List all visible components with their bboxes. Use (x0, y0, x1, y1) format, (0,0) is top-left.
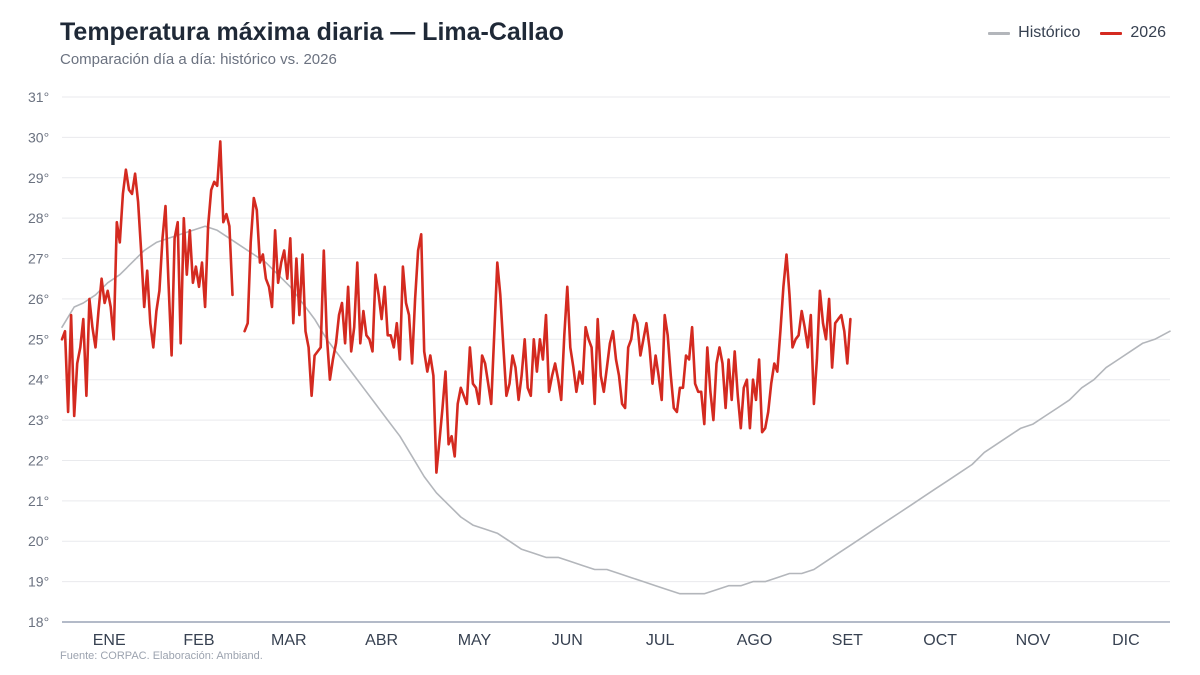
y-tick-label: 18° (28, 614, 49, 630)
series-line-historico (61, 225, 1171, 595)
legend-swatch-2026 (1100, 31, 1123, 35)
x-tick-label: OCT (923, 632, 957, 649)
x-tick-label: ENE (93, 632, 126, 649)
x-tick-label: JUL (646, 632, 675, 649)
x-tick-label: AGO (737, 632, 773, 649)
legend-item-historico[interactable]: Histórico (988, 24, 1080, 42)
legend-item-2026[interactable]: 2026 (1100, 24, 1166, 42)
source-note: Fuente: CORPAC. Elaboración: Ambiand. (60, 650, 263, 662)
y-tick-label: 22° (28, 452, 49, 468)
y-tick-label: 31° (28, 89, 49, 105)
x-tick-label: DIC (1112, 632, 1140, 649)
x-tick-label: ABR (365, 632, 398, 649)
y-tick-label: 20° (28, 533, 49, 549)
x-tick-label: MAY (458, 632, 492, 649)
legend-swatch-historico (988, 31, 1011, 35)
y-tick-label: 27° (28, 251, 49, 267)
x-tick-label: SET (832, 632, 863, 649)
legend-label-historico: Histórico (1018, 24, 1081, 41)
chart-title: Temperatura máxima diaria — Lima-Callao (60, 18, 564, 46)
x-tick-label: FEB (183, 632, 214, 649)
chart-subtitle: Comparación día a día: histórico vs. 202… (60, 51, 337, 68)
y-tick-label: 19° (28, 574, 49, 590)
legend-label-2026: 2026 (1130, 24, 1166, 41)
y-tick-label: 24° (28, 372, 49, 388)
y-tick-label: 29° (28, 170, 49, 186)
y-tick-label: 23° (28, 412, 49, 428)
y-tick-label: 25° (28, 331, 49, 347)
y-tick-label: 26° (28, 291, 49, 307)
y-tick-label: 30° (28, 129, 49, 145)
y-tick-label: 28° (28, 210, 49, 226)
x-tick-label: JUN (552, 632, 583, 649)
series-line-2026 (60, 140, 852, 474)
x-tick-label: NOV (1016, 632, 1051, 649)
chart-legend: Histórico 2026 (988, 24, 1166, 42)
x-tick-label: MAR (271, 632, 307, 649)
y-tick-label: 21° (28, 493, 49, 509)
